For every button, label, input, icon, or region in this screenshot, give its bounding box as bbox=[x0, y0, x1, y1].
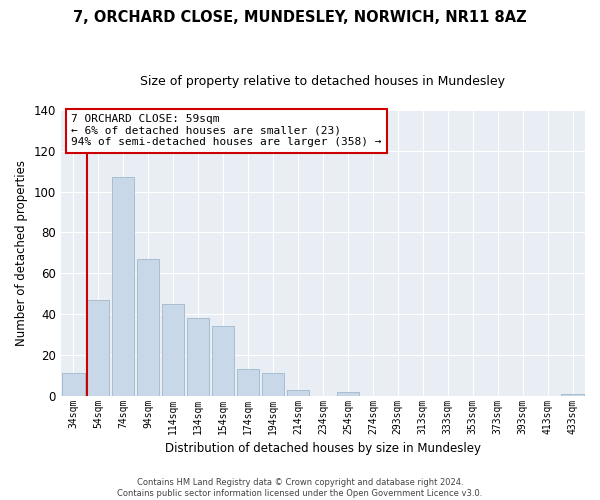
Bar bbox=[137, 259, 160, 396]
X-axis label: Distribution of detached houses by size in Mundesley: Distribution of detached houses by size … bbox=[165, 442, 481, 455]
Text: Contains HM Land Registry data © Crown copyright and database right 2024.
Contai: Contains HM Land Registry data © Crown c… bbox=[118, 478, 482, 498]
Bar bbox=[237, 369, 259, 396]
Bar bbox=[212, 326, 234, 396]
Bar bbox=[112, 178, 134, 396]
Bar bbox=[187, 318, 209, 396]
Bar bbox=[62, 373, 85, 396]
Bar bbox=[337, 392, 359, 396]
Bar bbox=[87, 300, 109, 396]
Bar bbox=[287, 390, 309, 396]
Text: 7, ORCHARD CLOSE, MUNDESLEY, NORWICH, NR11 8AZ: 7, ORCHARD CLOSE, MUNDESLEY, NORWICH, NR… bbox=[73, 10, 527, 25]
Y-axis label: Number of detached properties: Number of detached properties bbox=[15, 160, 28, 346]
Bar bbox=[162, 304, 184, 396]
Text: 7 ORCHARD CLOSE: 59sqm
← 6% of detached houses are smaller (23)
94% of semi-deta: 7 ORCHARD CLOSE: 59sqm ← 6% of detached … bbox=[71, 114, 382, 148]
Bar bbox=[561, 394, 584, 396]
Title: Size of property relative to detached houses in Mundesley: Size of property relative to detached ho… bbox=[140, 75, 505, 88]
Bar bbox=[262, 373, 284, 396]
